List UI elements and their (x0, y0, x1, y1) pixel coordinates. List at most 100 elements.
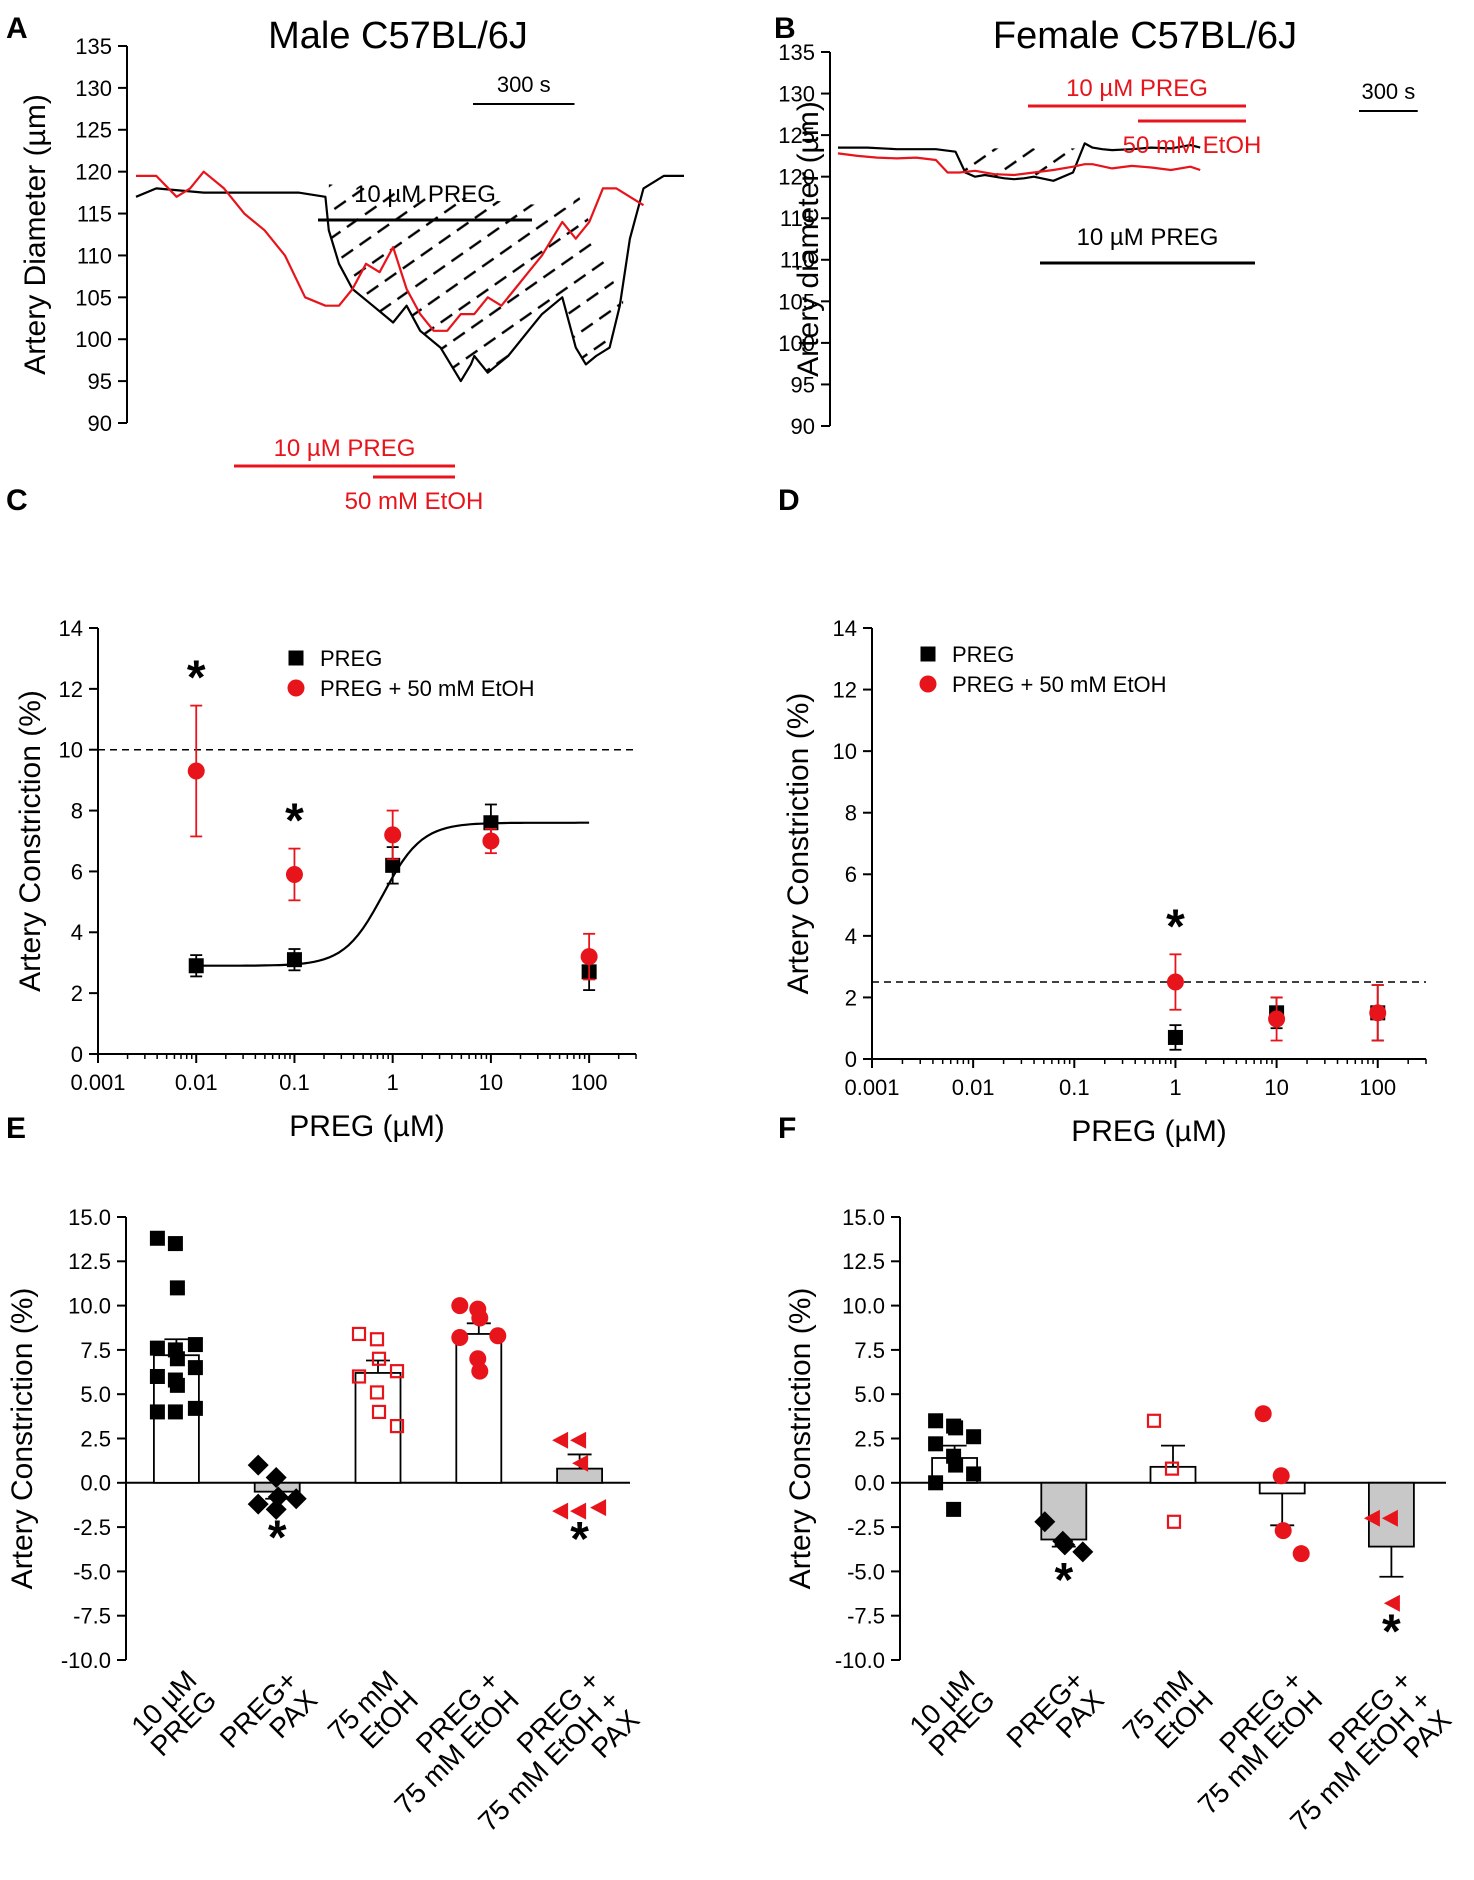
significance-star: * (285, 795, 304, 848)
panel-c: C 0 2 4 6 8 10 12 14 0.001 0.01 0.1 1 10 100 PREG (µM) A… (6, 484, 637, 1143)
panel-a: A Male C57BL/6J 90 95 100 105 110 115 120 125 130 1… (6, 12, 684, 515)
scale-bar-label: 300 s (1361, 79, 1415, 104)
data-point (149, 1340, 165, 1356)
data-point (265, 1466, 287, 1488)
data-point (187, 1400, 203, 1416)
bar (354, 1372, 402, 1484)
y-axis-tick-label: 12.5 (68, 1249, 111, 1274)
point-preg (385, 857, 401, 873)
y-axis-tick-label: 135 (778, 40, 815, 65)
y-axis-tick-label: 12 (833, 677, 857, 702)
data-point (966, 1466, 982, 1482)
data-point (928, 1475, 944, 1491)
data-point (187, 1337, 203, 1353)
y-axis-tick-label: 0 (845, 1047, 857, 1072)
data-point (471, 1309, 489, 1327)
y-axis-tick-label: 0.0 (80, 1471, 111, 1496)
panel-letter: E (6, 1112, 26, 1145)
data-point (552, 1502, 569, 1520)
y-axis-tick-label: 12.5 (842, 1249, 885, 1274)
data-point (149, 1368, 165, 1384)
trace-red (837, 152, 1201, 177)
y-axis-tick-label: 100 (75, 327, 112, 352)
point-preg-etoh (482, 832, 500, 850)
data-point (371, 1351, 387, 1366)
y-axis-tick-label: -2.5 (847, 1515, 885, 1540)
y-axis-tick-label: 95 (791, 372, 815, 397)
red-treatment-label: 10 µM PREG (274, 435, 416, 462)
point-preg (286, 952, 302, 968)
panel-letter: A (6, 12, 28, 45)
point-preg (483, 815, 499, 831)
y-axis-tick-label: 2 (845, 985, 857, 1010)
trace-red (136, 170, 645, 332)
data-point (590, 1499, 607, 1517)
y-axis-tick-label: 135 (75, 34, 112, 59)
y-axis-tick-label: 7.5 (854, 1338, 885, 1363)
y-axis-label: Artery Constriction (%) (782, 693, 815, 995)
y-axis-label: Artery Diameter (µm) (19, 94, 52, 375)
data-point (167, 1236, 183, 1252)
data-point (351, 1369, 367, 1384)
y-axis-tick-label: 8 (71, 798, 83, 823)
y-axis-tick-label: 14 (59, 616, 83, 641)
panel-e: E -10.0 -7.5 -5.0 -2.5 0.0 2.5 5.0 7.5 10.0 12.5 15… (6, 1112, 646, 1838)
data-point (1164, 1461, 1180, 1476)
y-axis-tick-label: 125 (778, 123, 815, 148)
data-point (149, 1230, 165, 1246)
y-axis-tick-label: 15.0 (842, 1205, 885, 1230)
y-axis-tick-label: 5.0 (80, 1382, 111, 1407)
y-axis-label: Artery Constriction (%) (6, 1288, 39, 1590)
data-point (948, 1420, 964, 1436)
panel-letter: D (778, 484, 800, 517)
red-treatment-label: 10 µM PREG (1066, 75, 1208, 102)
y-axis-tick-label: -10.0 (835, 1648, 885, 1673)
category-label: 75 mMEtOH (1117, 1664, 1219, 1766)
panel-b: B Female C57BL/6J 90 95 100 105 110 115 120 125 13… (774, 12, 1418, 439)
point-preg-etoh (1166, 973, 1184, 991)
data-point (351, 1326, 367, 1342)
y-axis-tick-label: 130 (778, 81, 815, 106)
point-preg-etoh (384, 826, 402, 844)
bar (556, 1467, 603, 1484)
data-point (389, 1364, 405, 1379)
significance-star: * (1054, 1554, 1073, 1607)
y-axis-tick-label: 8 (845, 801, 857, 826)
y-axis-tick-label: 100 (778, 331, 815, 356)
y-axis-tick-label: 7.5 (80, 1338, 111, 1363)
data-point (1272, 1467, 1290, 1485)
data-point (948, 1457, 964, 1473)
data-point (451, 1328, 469, 1346)
panel-title: Male C57BL/6J (268, 15, 528, 57)
x-axis-label: PREG (µM) (289, 1110, 445, 1143)
data-point (389, 1418, 405, 1434)
data-point (369, 1332, 385, 1347)
y-axis-tick-label: 2.5 (80, 1426, 111, 1451)
category-label: 10 µMPREG (903, 1664, 1001, 1762)
data-point (285, 1488, 307, 1510)
significance-star: * (268, 1511, 287, 1564)
data-point (1274, 1522, 1292, 1540)
data-point (1292, 1545, 1310, 1563)
y-axis-tick-label: 15.0 (68, 1205, 111, 1230)
y-axis-tick-label: 120 (75, 160, 112, 185)
y-axis-tick-label: -2.5 (73, 1515, 111, 1540)
data-point (371, 1404, 387, 1420)
point-preg-etoh (285, 865, 303, 883)
point-preg-etoh (1369, 1004, 1387, 1022)
data-point (471, 1362, 489, 1380)
data-point (928, 1413, 944, 1429)
panel-d: D 0 2 4 6 8 10 12 14 0.001 0.01 0.1 1 10 100 PREG (µM) A… (778, 484, 1427, 1148)
data-point (1072, 1541, 1094, 1563)
data-point (570, 1431, 587, 1449)
x-axis-tick-label: 0.01 (952, 1075, 995, 1100)
point-preg-etoh (1268, 1010, 1286, 1028)
y-axis-label: Artery Constriction (%) (784, 1288, 817, 1590)
y-axis-tick-label: -7.5 (73, 1604, 111, 1629)
y-axis-tick-label: 0.0 (854, 1471, 885, 1496)
data-point (489, 1327, 507, 1345)
y-axis-tick-label: -10.0 (61, 1648, 111, 1673)
red-etoh-label: 50 mM EtOH (345, 488, 484, 515)
panel-title: Female C57BL/6J (993, 15, 1297, 57)
legend-label: PREG + 50 mM EtOH (320, 676, 535, 701)
